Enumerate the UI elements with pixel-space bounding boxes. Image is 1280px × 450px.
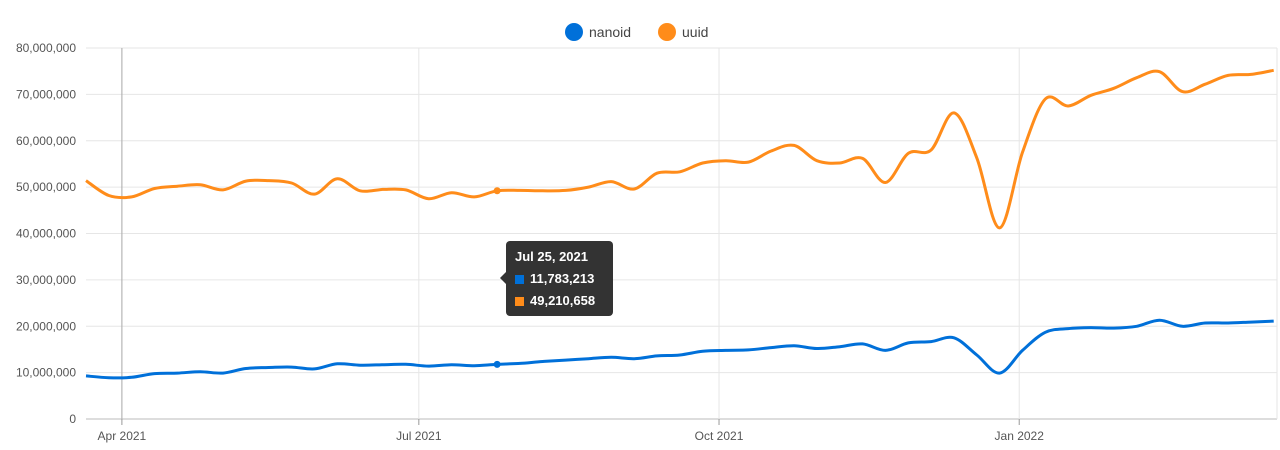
hover-marker-nanoid bbox=[493, 360, 501, 368]
legend-nanoid-icon bbox=[565, 23, 583, 41]
legend-label-uuid: uuid bbox=[682, 24, 708, 40]
x-tick-label: Jan 2022 bbox=[995, 429, 1045, 443]
tooltip-row-nanoid: 11,783,213 bbox=[515, 271, 594, 286]
y-tick-label: 30,000,000 bbox=[16, 273, 76, 287]
y-tick-label: 40,000,000 bbox=[16, 227, 76, 241]
uuid-swatch-icon bbox=[515, 297, 524, 306]
x-tick-label: Oct 2021 bbox=[695, 429, 744, 443]
y-tick-label: 50,000,000 bbox=[16, 180, 76, 194]
hover-marker-uuid bbox=[493, 187, 501, 195]
x-tick-label: Apr 2021 bbox=[98, 429, 147, 443]
series-line-uuid bbox=[85, 68, 1274, 230]
y-tick-label: 80,000,000 bbox=[16, 41, 76, 55]
x-tick-label: Jul 2021 bbox=[396, 429, 442, 443]
chart-tooltip: Jul 25, 2021 11,783,213 49,210,658 bbox=[500, 241, 613, 316]
tooltip-value-nanoid: 11,783,213 bbox=[530, 271, 595, 286]
tooltip-value-uuid: 49,210,658 bbox=[530, 293, 596, 308]
y-tick-label: 0 bbox=[69, 412, 76, 426]
y-tick-label: 70,000,000 bbox=[16, 87, 76, 101]
y-tick-label: 60,000,000 bbox=[16, 134, 76, 148]
tooltip-row-uuid: 49,210,658 bbox=[515, 293, 595, 308]
series-line-nanoid bbox=[85, 318, 1274, 380]
y-tick-label: 10,000,000 bbox=[16, 366, 76, 380]
legend-uuid-icon bbox=[658, 23, 676, 41]
y-tick-label: 20,000,000 bbox=[16, 319, 76, 333]
nanoid-swatch-icon bbox=[515, 275, 524, 284]
legend-label-nanoid: nanoid bbox=[589, 24, 631, 40]
tooltip-date: Jul 25, 2021 bbox=[515, 249, 588, 264]
